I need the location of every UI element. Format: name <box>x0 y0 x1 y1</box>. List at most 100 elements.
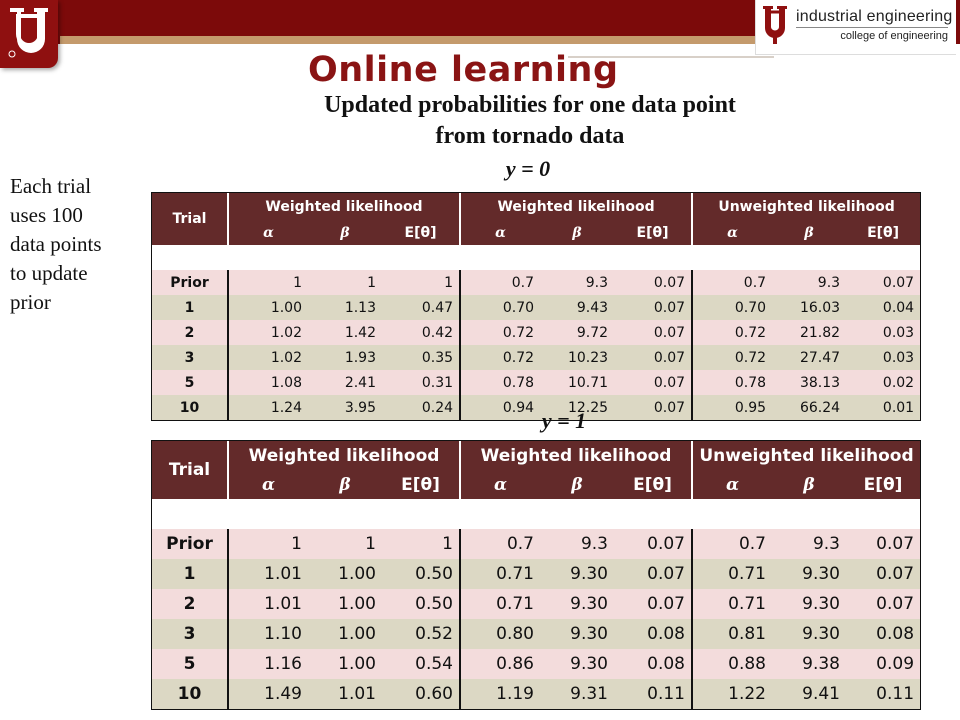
table-cell: 0.24 <box>382 395 461 420</box>
table-cell: 1 <box>308 270 382 295</box>
table-cell: 0.71 <box>691 589 772 619</box>
table-cell: 0.7 <box>459 529 540 559</box>
trial-cell: 10 <box>152 395 228 420</box>
table-cell: 2.41 <box>308 370 382 395</box>
side-note-line: uses 100 <box>10 203 83 227</box>
page-title: Online learning <box>308 50 619 90</box>
table-cell: 0.08 <box>614 619 692 649</box>
table-cell: 0.07 <box>614 370 693 395</box>
brand-rule <box>796 27 948 28</box>
table-cell: 9.30 <box>540 559 614 589</box>
table-cell: 3.95 <box>308 395 382 420</box>
table-cell: 1.00 <box>308 559 382 589</box>
table-cell: 1.19 <box>459 679 540 709</box>
table-cell: 0.71 <box>459 589 540 619</box>
table-cell: 1.49 <box>227 679 308 709</box>
table-cell: 9.41 <box>772 679 846 709</box>
group-header: Weighted likelihood <box>459 193 693 221</box>
table-cell: 9.72 <box>540 320 615 345</box>
table-cell: 0.78 <box>691 370 773 395</box>
table-cell: 9.30 <box>772 619 846 649</box>
column-header-expectation: E[θ] <box>614 471 692 499</box>
group-header: Weighted likelihood <box>226 193 461 221</box>
table-y1: Trial Weighted likelihood Weighted likel… <box>150 440 922 710</box>
table-cell: 0.07 <box>614 320 693 345</box>
table-cell: 0.71 <box>691 559 772 589</box>
table-cell: 0.52 <box>382 619 460 649</box>
column-header-alpha: α <box>691 221 773 245</box>
column-header-beta: β <box>540 471 614 499</box>
table-cell: 1.10 <box>227 619 308 649</box>
table-body: Prior 1 1 1 0.7 9.3 0.07 0.7 9.3 0.07 1 1.00 1.13 0.4… <box>152 245 921 420</box>
table-cell: 1.13 <box>308 295 382 320</box>
table-cell: 0.07 <box>614 589 692 619</box>
column-header-alpha: α <box>227 221 308 245</box>
table-row: 1 1.00 1.13 0.47 0.70 9.43 0.07 0.70 16.03 0.04 <box>152 295 921 320</box>
group-header: Weighted likelihood <box>227 441 460 471</box>
table-cell: 9.3 <box>540 270 615 295</box>
table-cell: 0.09 <box>846 649 921 679</box>
column-header-beta: β <box>308 221 382 245</box>
ou-logo-icon <box>8 8 48 58</box>
table-y0: Trial Weighted likelihood Weighted likel… <box>150 192 922 421</box>
trial-cell: Prior <box>152 270 228 295</box>
trial-cell: 1 <box>152 295 228 320</box>
column-header-beta: β <box>772 221 847 245</box>
table-cell: 9.43 <box>540 295 615 320</box>
trial-cell: Prior <box>152 529 228 559</box>
side-note-line: data points <box>10 232 102 256</box>
table-cell: 0.35 <box>382 345 461 370</box>
table-cell: 1.16 <box>227 649 308 679</box>
table-cell: 1.24 <box>227 395 308 420</box>
row-gap <box>152 499 921 529</box>
column-header-expectation: E[θ] <box>382 471 460 499</box>
table-cell: 9.30 <box>540 589 614 619</box>
table-cell: 9.31 <box>540 679 614 709</box>
table-cell: 10.71 <box>540 370 615 395</box>
column-header-beta: β <box>308 471 382 499</box>
side-note: Each trial uses 100 data points to updat… <box>10 172 140 317</box>
column-header-alpha: α <box>691 471 772 499</box>
table-cell: 66.24 <box>772 395 847 420</box>
table-cell: 1.93 <box>308 345 382 370</box>
ou-logo-icon <box>763 6 787 44</box>
table-cell: 0.70 <box>691 295 773 320</box>
table-cell: 0.07 <box>846 529 921 559</box>
trial-cell: 2 <box>152 320 228 345</box>
column-header-beta: β <box>540 221 615 245</box>
ou-corner-logo <box>0 0 58 68</box>
table-cell: 1 <box>227 529 308 559</box>
table-cell: 1 <box>382 529 460 559</box>
table-cell: 10.23 <box>540 345 615 370</box>
table-cell: 0.08 <box>614 649 692 679</box>
table-cell: 0.50 <box>382 589 460 619</box>
table-cell: 1.01 <box>308 679 382 709</box>
table-cell: 9.30 <box>540 649 614 679</box>
table-cell: 1.02 <box>227 345 308 370</box>
table-cell: 12.25 <box>540 395 615 420</box>
table-cell: 38.13 <box>772 370 847 395</box>
gap-cell <box>152 499 921 529</box>
table-cell: 0.01 <box>846 395 921 420</box>
table-cell: 0.72 <box>691 345 773 370</box>
table-cell: 0.07 <box>846 270 921 295</box>
table-cell: 0.04 <box>846 295 921 320</box>
table-cell: 0.60 <box>382 679 460 709</box>
table-cell: 9.3 <box>772 529 846 559</box>
table-cell: 9.38 <box>772 649 846 679</box>
table-cell: 0.95 <box>691 395 773 420</box>
table-label-y0: y = 0 <box>505 156 551 181</box>
table-row: 2 1.01 1.00 0.50 0.71 9.30 0.07 0.71 9.30 0.07 <box>152 589 921 619</box>
table-row: Prior 1 1 1 0.7 9.3 0.07 0.7 9.3 0.07 <box>152 529 921 559</box>
table-row: 5 1.08 2.41 0.31 0.78 10.71 0.07 0.78 38.13 0.02 <box>152 370 921 395</box>
table-cell: 1 <box>308 529 382 559</box>
table-cell: 27.47 <box>772 345 847 370</box>
table-body: Prior 1 1 1 0.7 9.3 0.07 0.7 9.3 0.07 1 1.01 1.00 0.5… <box>152 499 921 709</box>
table-cell: 9.3 <box>772 270 847 295</box>
table-cell: 0.86 <box>459 649 540 679</box>
table-cell: 0.94 <box>459 395 541 420</box>
trial-cell: 2 <box>152 589 228 619</box>
table-cell: 0.03 <box>846 345 921 370</box>
table-cell: 0.02 <box>846 370 921 395</box>
table-cell: 1 <box>227 270 308 295</box>
